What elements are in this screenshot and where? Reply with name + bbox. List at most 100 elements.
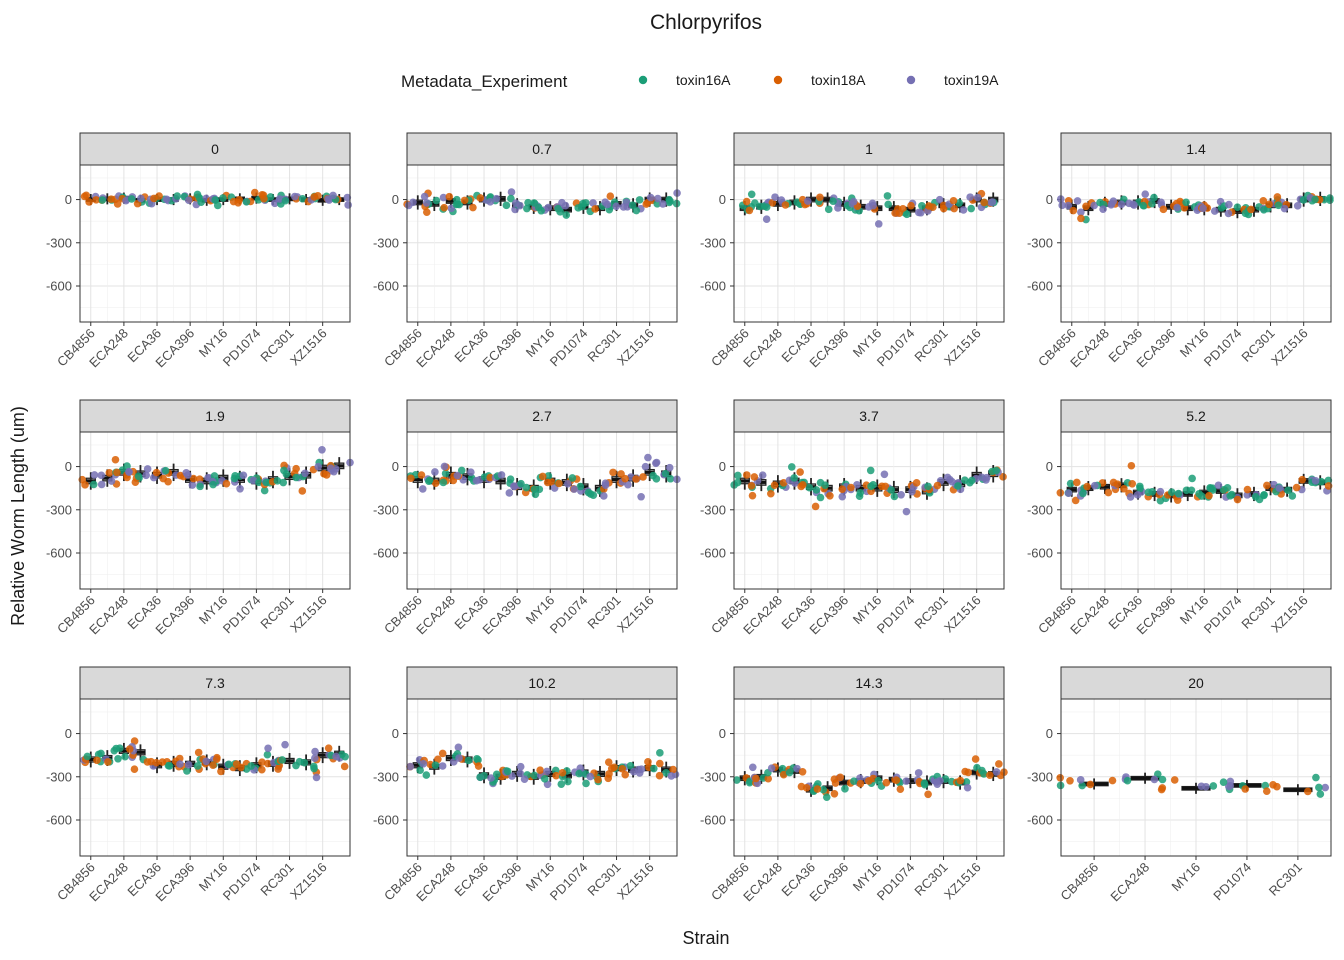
x-tick-label: CB4856 [1057,860,1101,904]
data-point [130,737,139,745]
data-point [964,768,973,777]
data-point [242,198,251,206]
facet-panel-1.4: 1.40-300-600CB4856ECA248ECA36ECA396MY16P… [1027,132,1334,370]
data-point [107,195,115,203]
data-point [1326,194,1334,202]
data-point [829,197,837,205]
data-point [796,468,804,476]
data-point [111,455,120,464]
x-tick-label: XZ1516 [614,593,657,636]
data-point [161,466,170,475]
legend-label-toxin18A: toxin18A [811,72,866,88]
data-point [1150,193,1158,202]
data-point [107,477,116,485]
data-point [642,200,651,208]
data-point [1150,775,1159,784]
data-point [158,758,167,766]
y-tick-label: -600 [46,545,72,560]
data-point [1316,790,1325,798]
data-point [543,767,551,776]
data-point [661,469,670,478]
data-point [912,479,921,487]
data-point [918,202,926,210]
data-point [310,754,319,762]
data-point [656,759,664,768]
data-point [121,752,129,761]
data-point [1128,479,1137,488]
legend-label-toxin16A: toxin16A [676,72,731,88]
y-tick-label: -600 [700,812,726,827]
y-tick-label: -600 [46,812,72,827]
data-point [263,759,272,768]
data-point [838,485,847,493]
facet-label: 7.3 [205,675,225,691]
data-point [762,203,771,211]
plot-area [80,165,350,322]
data-point [564,777,572,786]
data-point [1210,207,1219,215]
data-point [110,746,119,755]
facet-strip [1060,399,1332,433]
data-point [310,193,319,201]
data-point [1273,782,1281,791]
data-point [1073,197,1082,205]
data-point [933,481,942,490]
facet-strip [733,666,1005,700]
data-point [1226,781,1235,790]
plot-area [1061,432,1331,589]
data-point [887,486,896,494]
data-point [1157,198,1165,207]
data-point [416,766,424,775]
data-point [822,793,831,801]
data-point [1109,197,1118,205]
data-point [162,195,171,204]
data-point [1090,201,1099,210]
data-point [419,760,428,768]
data-point [476,773,484,782]
data-point [903,210,911,219]
data-point [1206,484,1214,492]
data-point [1159,205,1168,214]
data-point [517,479,525,488]
data-point [438,749,447,758]
data-point [639,473,647,481]
data-point [544,203,553,212]
data-point [520,775,529,783]
data-point [159,474,167,483]
data-point [281,196,290,205]
data-point [523,204,531,213]
data-point [1086,780,1095,789]
data-point [1182,198,1190,207]
data-point [301,469,309,478]
data-point [92,196,100,204]
data-point [420,192,429,201]
data-point [950,204,958,213]
facet-panel-14.3: 14.30-300-600CB4856ECA248ECA36ECA396MY16… [700,666,1008,904]
data-point [422,208,431,216]
data-point [422,199,431,207]
facet-label: 2.7 [532,408,552,424]
plot-area [734,432,1004,589]
x-tick-label: XZ1516 [287,860,330,903]
data-point [1090,481,1099,490]
data-point [137,194,145,203]
data-point [487,774,495,782]
data-point [850,777,858,785]
data-point [1158,775,1167,784]
data-point [538,472,547,481]
data-point [407,474,415,483]
data-point [1073,478,1081,487]
facet-strip [1060,132,1332,166]
data-point [557,780,566,788]
data-point [1077,208,1085,217]
data-point [665,463,674,472]
x-tick-label: MY16 [1168,860,1203,895]
data-point [622,198,631,207]
panel-border [406,164,678,323]
panel-border [79,698,351,857]
facet-strip [1060,666,1332,700]
data-point [232,760,241,768]
facet-label: 3.7 [859,408,879,424]
data-point [438,762,447,770]
data-point [954,482,962,490]
